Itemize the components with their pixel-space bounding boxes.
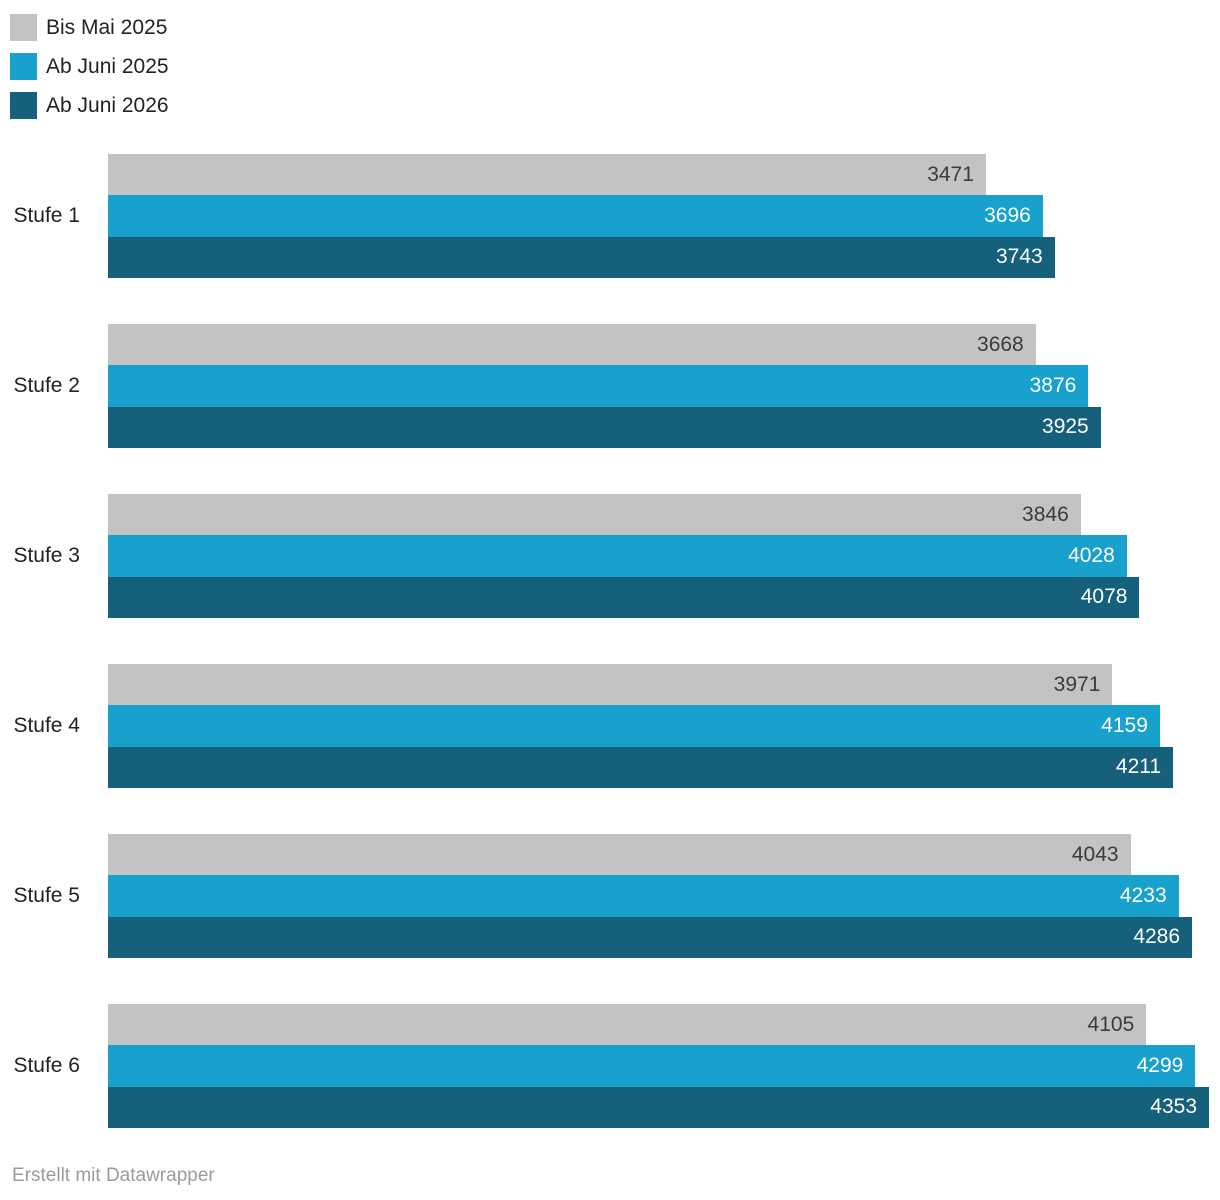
bar-stufe-3-series-1: 4028: [108, 535, 1127, 577]
category-label: Stufe 4: [13, 713, 80, 737]
value-label: 3668: [977, 332, 1024, 356]
bar-stufe-2-series-2: 3925: [108, 406, 1101, 448]
category-row-4: Stufe 4 3971 4159 4211: [0, 663, 1220, 788]
category-label: Stufe 3: [13, 543, 80, 567]
bar-group: 4105 4299 4353: [108, 1003, 1209, 1128]
bar-stufe-4-series-1: 4159: [108, 705, 1160, 747]
bar-stufe-5-series-1: 4233: [108, 875, 1179, 917]
legend: Bis Mai 2025 Ab Juni 2025 Ab Juni 2026: [0, 0, 1220, 119]
attribution-link[interactable]: Erstellt mit Datawrapper: [12, 1164, 215, 1186]
category-row-5: Stufe 5 4043 4233 4286: [0, 833, 1220, 958]
value-label: 4159: [1101, 713, 1148, 737]
legend-swatch-icon: [10, 92, 37, 119]
value-label: 4105: [1087, 1012, 1135, 1036]
bar-stufe-4-series-2: 4211: [108, 746, 1174, 788]
legend-item-0: Bis Mai 2025: [10, 14, 1220, 41]
bar-group: 4043 4233 4286: [108, 833, 1209, 958]
value-label: 3876: [1029, 373, 1077, 397]
bar-stufe-1-series-1: 3696: [108, 195, 1043, 237]
footer-attribution: Erstellt mit Datawrapper: [0, 1165, 1220, 1187]
bar-stufe-6-series-2: 4353: [108, 1086, 1209, 1128]
value-label: 3696: [984, 203, 1031, 227]
value-label: 3925: [1042, 415, 1089, 439]
value-label: 3743: [995, 245, 1043, 269]
category-row-3: Stufe 3 3846 4028 4078: [0, 493, 1220, 618]
value-label: 4353: [1150, 1095, 1197, 1119]
bar-stufe-6-series-1: 4299: [108, 1045, 1196, 1087]
bar-stufe-5-series-0: 4043: [108, 833, 1131, 876]
legend-swatch-icon: [10, 14, 37, 41]
value-label: 3846: [1022, 502, 1069, 526]
legend-swatch-icon: [10, 53, 37, 80]
bar-group: 3971 4159 4211: [108, 663, 1209, 788]
value-label: 3971: [1053, 672, 1101, 696]
plot-area: Stufe 1 3471 3696 3743 Stufe 2 3668 3876 3925 St…: [0, 154, 1220, 1128]
category-label: Stufe 6: [13, 1053, 80, 1077]
value-label: 4211: [1115, 755, 1162, 779]
category-label: Stufe 2: [13, 373, 80, 397]
category-label: Stufe 1: [13, 203, 80, 227]
value-label: 4078: [1080, 585, 1128, 609]
bar-stufe-2-series-0: 3668: [108, 323, 1036, 366]
category-row-2: Stufe 2 3668 3876 3925: [0, 323, 1220, 448]
value-label: 4233: [1119, 883, 1167, 907]
value-label: 4299: [1136, 1053, 1184, 1077]
bar-stufe-6-series-0: 4105: [108, 1003, 1147, 1046]
bar-stufe-5-series-2: 4286: [108, 916, 1193, 958]
bar-group: 3471 3696 3743: [108, 154, 1209, 278]
bar-group: 3668 3876 3925: [108, 323, 1209, 448]
value-label: 4028: [1068, 543, 1115, 567]
legend-item-2: Ab Juni 2026: [10, 92, 1220, 119]
legend-label: Ab Juni 2025: [46, 55, 169, 78]
bar-stufe-4-series-0: 3971: [108, 663, 1113, 706]
category-row-1: Stufe 1 3471 3696 3743: [0, 154, 1220, 278]
bar-group: 3846 4028 4078: [108, 493, 1209, 618]
bar-stufe-2-series-1: 3876: [108, 365, 1089, 407]
bar-stufe-1-series-2: 3743: [108, 236, 1055, 278]
value-label: 4043: [1071, 842, 1119, 866]
legend-label: Ab Juni 2026: [46, 94, 169, 117]
bar-stufe-1-series-0: 3471: [108, 154, 986, 196]
category-row-6: Stufe 6 4105 4299 4353: [0, 1003, 1220, 1128]
bar-stufe-3-series-0: 3846: [108, 493, 1081, 536]
legend-label: Bis Mai 2025: [46, 16, 168, 39]
legend-item-1: Ab Juni 2025: [10, 53, 1220, 80]
value-label: 3471: [927, 162, 974, 186]
category-label: Stufe 5: [13, 883, 80, 907]
value-label: 4286: [1133, 925, 1181, 949]
bar-stufe-3-series-2: 4078: [108, 576, 1140, 618]
